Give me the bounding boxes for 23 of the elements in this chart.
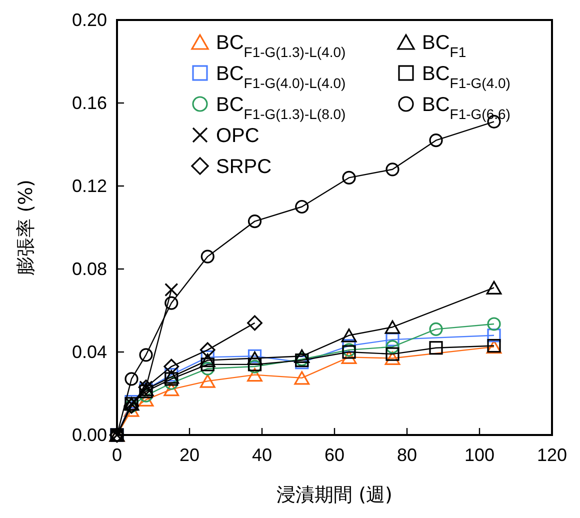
x-axis-title: 浸漬期間 (週) (276, 484, 392, 506)
x-tick-label: 60 (324, 445, 345, 465)
y-tick-label: 0.20 (72, 10, 107, 30)
y-tick-label: 0.16 (72, 93, 107, 113)
legend-label: SRPC (216, 156, 272, 178)
x-tick-label: 40 (252, 445, 272, 465)
x-tick-label: 0 (112, 445, 122, 465)
legend-label: OPC (216, 125, 260, 147)
legend-label: BC$_{F1}$ (422, 32, 466, 60)
legend-label: BC$_{F1-G(1.3)-L(8.0)}$ (216, 94, 346, 122)
y-axis-title: 膨張率 (%) (15, 180, 37, 276)
legend-label: BC$_{F1-G(6.6)}$ (422, 94, 510, 122)
legend-label: BC$_{F1-G(1.3)-L(4.0)}$ (216, 32, 346, 60)
y-tick-label: 0.12 (72, 176, 107, 196)
legend-label: BC$_{F1-G(4.0)}$ (422, 63, 510, 91)
y-tick-label: 0.08 (72, 259, 107, 279)
x-tick-label: 20 (179, 445, 200, 465)
y-tick-label: 0.00 (72, 425, 107, 445)
y-tick-label: 0.04 (72, 342, 107, 362)
x-tick-label: 120 (536, 445, 568, 465)
x-tick-label: 100 (464, 445, 495, 465)
x-tick-label: 80 (396, 445, 418, 465)
legend-label: BC$_{F1-G(4.0)-L(4.0)}$ (216, 63, 346, 91)
